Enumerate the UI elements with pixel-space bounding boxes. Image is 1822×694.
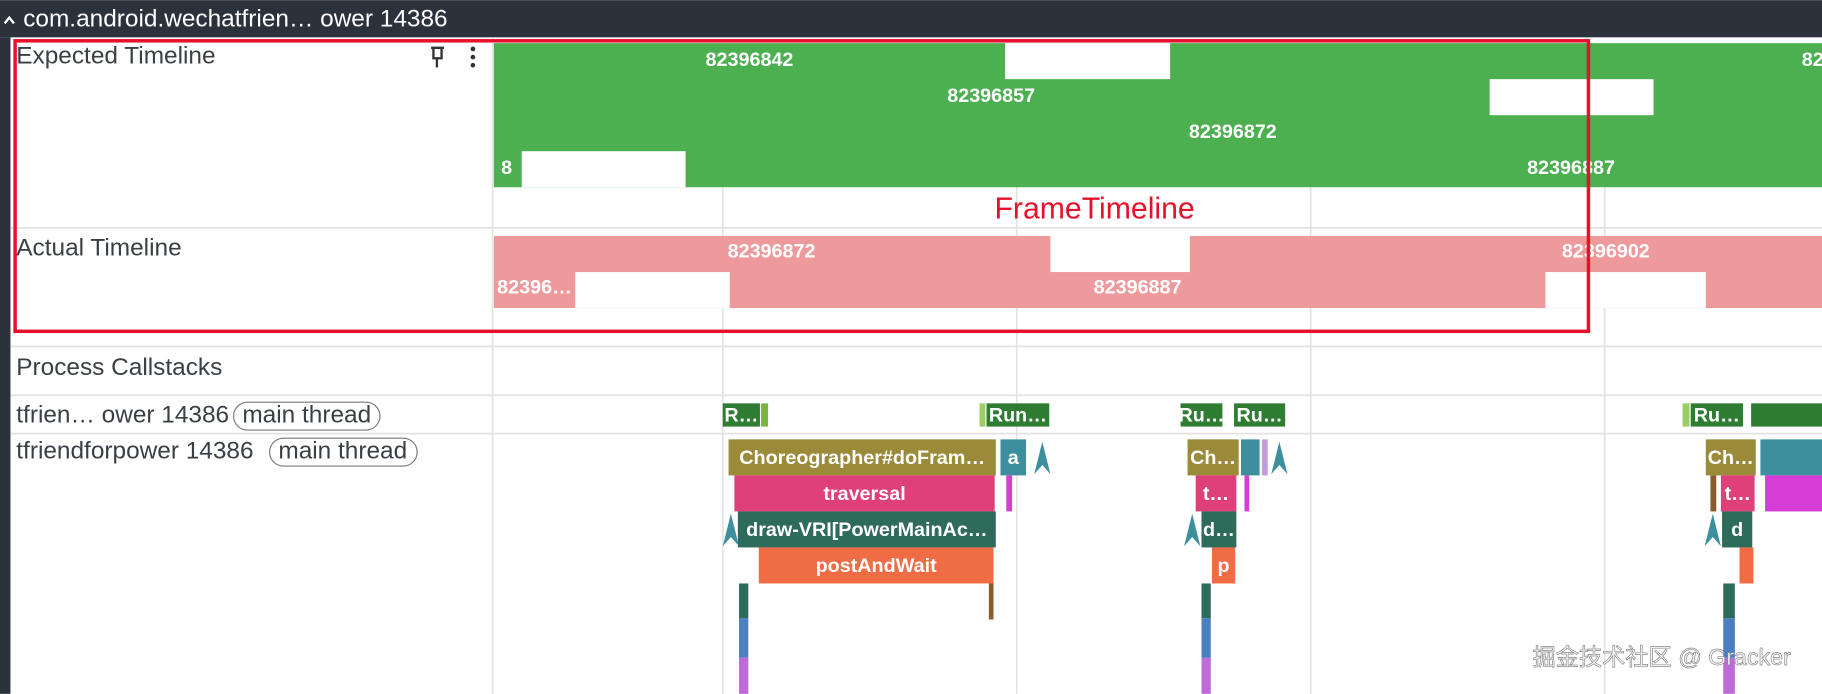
slice [1211, 547, 1236, 584]
collapse-caret[interactable] [3, 15, 15, 25]
annotation: FrameTimeline [994, 192, 1194, 225]
highlight-box [13, 39, 1591, 334]
track-label: Process Callstacks [16, 354, 222, 381]
track-label: tfriendforpower 14386 [16, 438, 253, 465]
slice-block [1723, 583, 1735, 619]
slice-block [1244, 475, 1250, 512]
slice [1234, 403, 1286, 427]
slice [1690, 403, 1743, 427]
slice-label: 8 [501, 157, 512, 179]
slice [722, 403, 760, 427]
slice-label: 82396… [497, 277, 572, 299]
slice-label: 82396887 [1094, 277, 1182, 299]
slice-block [1005, 43, 1171, 80]
slice-label: t… [1203, 483, 1229, 505]
flow-arrow [1184, 513, 1201, 547]
slice-block [1050, 236, 1190, 273]
slice-block [1765, 475, 1822, 512]
slice-label: 82 [1802, 49, 1822, 71]
slice-block [1006, 475, 1013, 512]
slice-label: Ru… [1237, 404, 1283, 426]
slice [986, 403, 1050, 427]
thread-tag [232, 401, 381, 431]
track-label: Actual Timeline [16, 234, 181, 261]
slice-block [1201, 618, 1211, 658]
thread-tag-text: main thread [278, 438, 407, 465]
slice-block [739, 618, 749, 658]
slice [1201, 511, 1237, 548]
slice-block [761, 403, 769, 427]
slice-label: a [1008, 447, 1020, 469]
slice-block [1723, 618, 1735, 658]
slice [1195, 475, 1237, 512]
thread-tag [269, 437, 418, 467]
slice-block [1241, 439, 1260, 476]
slice-block [575, 272, 730, 309]
slice [1722, 511, 1753, 548]
slice-label: Ru… [1694, 404, 1740, 426]
slice-label: 82396842 [706, 49, 794, 71]
slice-block [988, 583, 994, 620]
slice-label: traversal [823, 483, 905, 505]
slice-block [1489, 79, 1654, 116]
slice-label: postAndWait [816, 555, 937, 577]
thread-tag-text: main thread [242, 402, 371, 429]
slice-label: t… [1725, 483, 1751, 505]
slice-block [1751, 403, 1822, 427]
slice-block [1739, 547, 1754, 584]
slice [737, 511, 996, 548]
slice-label: d… [1203, 519, 1235, 541]
track-label: tfrien… ower 14386 [16, 402, 229, 429]
slice-block [1201, 657, 1211, 694]
slice-label: 82396887 [1527, 157, 1615, 179]
pin-icon[interactable] [431, 46, 444, 68]
flow-arrow [1271, 441, 1288, 475]
header-bar [0, 0, 1822, 38]
flow-arrow [1034, 441, 1051, 475]
slice-block [1760, 439, 1822, 476]
left-strip [0, 37, 11, 694]
slice [1180, 403, 1223, 427]
process-title: com.android.wechatfrien… ower 14386 [23, 5, 447, 32]
slice-label: Ru… [1178, 404, 1224, 426]
slice-label: d [1731, 519, 1743, 541]
slice-block [739, 657, 749, 694]
slice-block [1201, 583, 1211, 619]
slices: 82396842 82396857 82396872 82396887 8 82 82396… [493, 43, 1822, 694]
slice-block [739, 583, 749, 619]
slice-label: 82396872 [1189, 121, 1277, 143]
slice [1720, 475, 1755, 512]
slice-block [1261, 439, 1268, 476]
slice [734, 475, 995, 512]
slice [1187, 439, 1239, 476]
flow-arrow [1704, 513, 1721, 547]
slice-label: 82396872 [728, 241, 816, 263]
slice-block [1545, 272, 1706, 309]
slice-label: 82396902 [1562, 241, 1650, 263]
slice-label: p [1218, 555, 1230, 577]
menu-icon[interactable] [470, 46, 476, 68]
slice-block [1723, 657, 1735, 694]
slice-label: Ch… [1708, 447, 1754, 469]
slice-block [1710, 475, 1717, 512]
flow-arrow [722, 513, 740, 547]
slice [1705, 439, 1756, 476]
watermark: 掘金技术社区 @ Gracker [1532, 644, 1791, 670]
track-label: Expected Timeline [16, 43, 215, 70]
slice-label: draw-VRI[PowerMainAc… [746, 519, 987, 541]
slice [728, 439, 996, 476]
slice-label: 82396857 [947, 85, 1035, 107]
slice-label: Choreographer#doFram… [739, 447, 985, 469]
slice [758, 547, 994, 584]
slice-label: Run… [989, 404, 1047, 426]
slice [1000, 439, 1027, 476]
slice-block [521, 151, 686, 188]
slice-block [979, 403, 986, 427]
slice-block [1682, 403, 1690, 427]
slice-label: R… [724, 404, 758, 426]
slice-label: Ch… [1190, 447, 1236, 469]
